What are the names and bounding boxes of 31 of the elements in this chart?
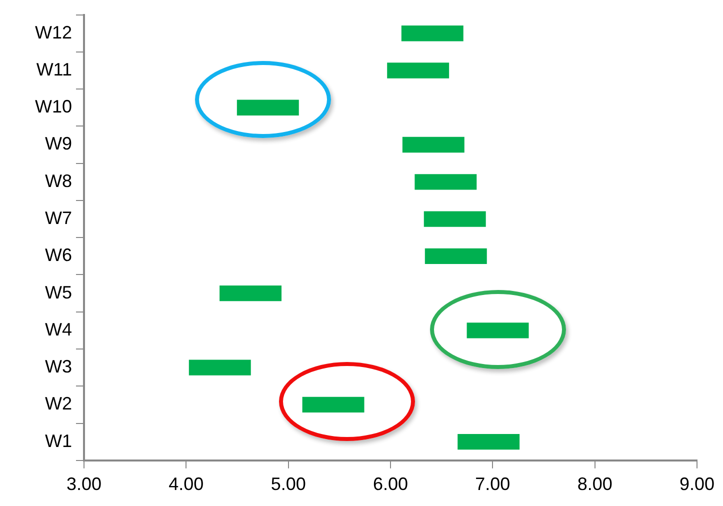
y-tick-label: W5 (45, 282, 72, 302)
y-tick-label: W1 (45, 430, 72, 451)
y-tick-label: W6 (45, 245, 72, 266)
bar (414, 174, 477, 190)
bar (220, 285, 282, 302)
bar (236, 100, 299, 116)
bar (401, 26, 464, 42)
x-tick-label: 4.00 (168, 474, 204, 494)
x-tick-label: 6.00 (372, 474, 408, 494)
bar (387, 62, 450, 78)
bar (458, 434, 520, 450)
x-tick-label: 3.00 (66, 474, 102, 494)
x-tick-label: 9.00 (679, 474, 715, 494)
y-tick-label: W10 (34, 96, 72, 117)
x-tick-label: 7.00 (475, 474, 510, 494)
y-tick-label: W12 (34, 22, 72, 42)
y-tick-label: W7 (45, 208, 72, 228)
x-tick-label: 8.00 (577, 474, 612, 494)
bar (302, 396, 364, 413)
x-tick-label: 5.00 (270, 474, 306, 494)
bar (424, 211, 486, 227)
y-tick-label: W8 (45, 170, 72, 191)
y-tick-label: W11 (36, 59, 72, 80)
bar (402, 136, 464, 153)
y-tick-label: W2 (45, 394, 72, 414)
y-tick-label: W3 (45, 356, 72, 377)
y-tick-label: W9 (45, 134, 72, 154)
bar (424, 248, 487, 264)
y-tick-label: W4 (45, 319, 72, 340)
bar (188, 360, 251, 376)
bar (466, 322, 529, 338)
